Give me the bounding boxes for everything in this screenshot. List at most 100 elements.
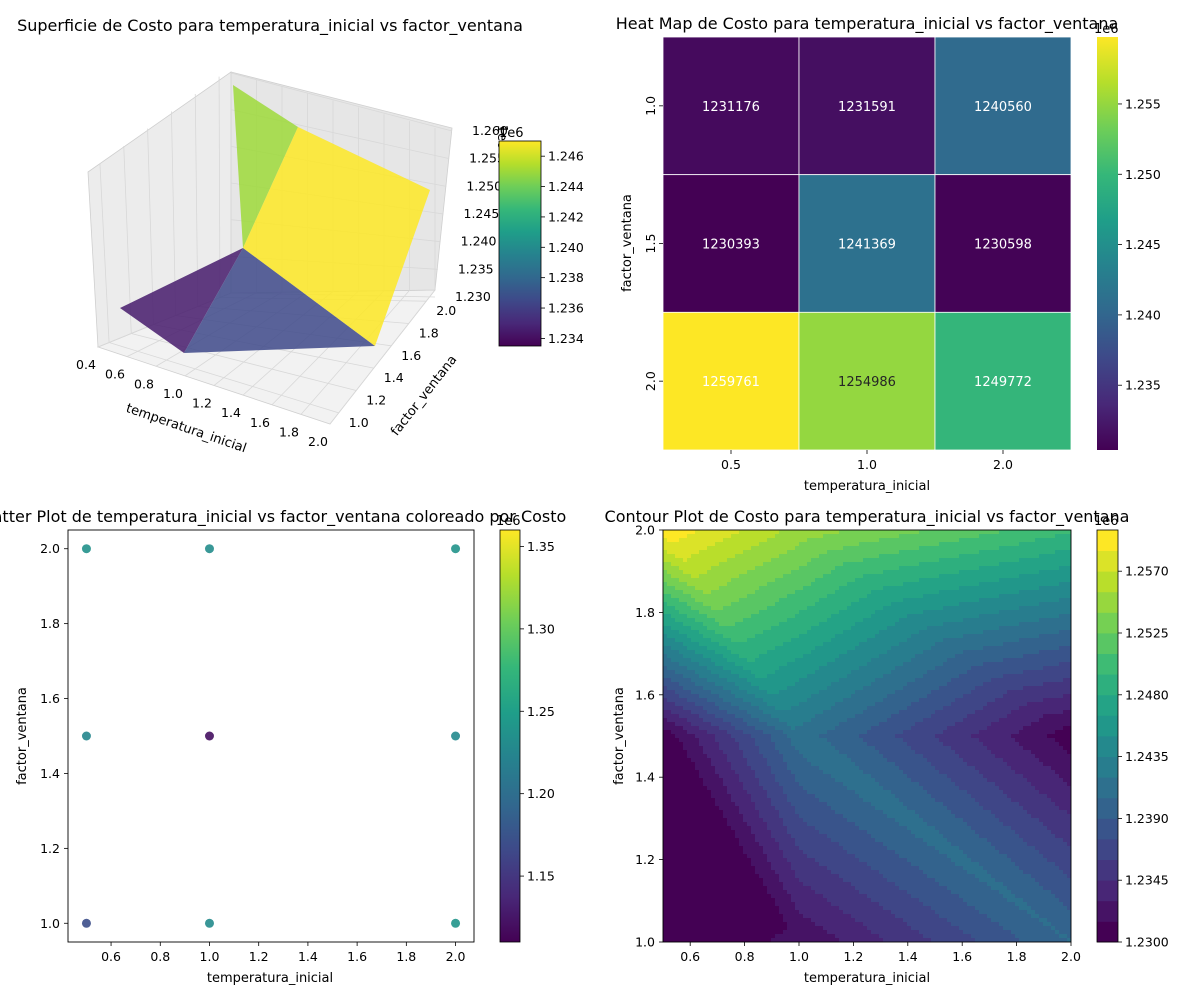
contour-cell [799,578,804,583]
contour-cell [983,626,988,631]
contour-cell [695,566,700,571]
contour-cell [779,606,784,611]
contour-cell [739,650,744,655]
contour-cell [723,674,728,679]
contour-cell [927,714,932,719]
contour-cell [1015,546,1020,551]
contour-cell [911,710,916,715]
contour-cell [831,690,836,695]
contour-cell [1051,698,1056,703]
contour-cell [779,614,784,619]
contour-cell [775,602,780,607]
contour-cell [951,646,956,651]
contour-cell [1011,606,1016,611]
contour-cell [695,606,700,611]
contour-cell [955,710,960,715]
contour-cell [903,606,908,611]
scatter-points [81,544,461,928]
contour-cell [963,570,968,575]
contour-cell [875,570,880,575]
contour-cell [699,638,704,643]
contour-cell [755,578,760,583]
contour-cell [719,598,724,603]
contour-cell [727,614,732,619]
contour-cell [839,714,844,719]
contour-cell [847,606,852,611]
contour-cell [931,666,936,671]
contour-cell [943,594,948,599]
contour-cell [1039,554,1044,559]
contour-cell [991,606,996,611]
contour-cell [847,550,852,555]
contour-cell [931,586,936,591]
contour-cell [947,534,952,539]
contour-cell [999,638,1004,643]
surface-y-tick-label: 2.0 [436,303,456,318]
contour-cell [771,590,776,595]
contour-cell [927,686,932,691]
contour-cell [675,582,680,587]
contour-cell [1003,650,1008,655]
contour-cell [1055,578,1060,583]
contour-cell [923,714,928,719]
contour-cell [735,538,740,543]
surface-y-tick-label: 1.8 [419,326,439,341]
contour-cell [711,574,716,579]
contour-cell [831,686,836,691]
contour-cell [975,634,980,639]
contour-cell [663,614,668,619]
contour-cell [815,622,820,627]
contour-cell [951,650,956,655]
contour-cell [707,542,712,547]
scatter-x-tick-label: 1.4 [298,949,318,964]
contour-cell [939,706,944,711]
contour-cell [847,706,852,711]
contour-cell [1011,654,1016,659]
contour-cell [1035,546,1040,551]
contour-cell [731,682,736,687]
contour-cell [1039,630,1044,635]
contour-cell [1063,706,1068,711]
contour-cell [727,682,732,687]
contour-cell [795,626,800,631]
contour-cell [887,670,892,675]
contour-cell [887,578,892,583]
contour-cell [895,550,900,555]
contour-cell [679,630,684,635]
contour-cell [959,646,964,651]
contour-cell [751,602,756,607]
contour-cell [1007,698,1012,703]
contour-cell [1043,654,1048,659]
contour-cell [899,562,904,567]
contour-cell [679,662,684,667]
contour-cell [891,678,896,683]
contour-cell [803,578,808,583]
contour-cell [871,542,876,547]
contour-cell [975,658,980,663]
contour-cell [999,582,1004,587]
contour-cell [959,658,964,663]
contour-cell [755,586,760,591]
contour-cell [991,622,996,627]
contour-cell [795,582,800,587]
contour-cell [983,702,988,707]
contour-cell [939,674,944,679]
contour-cell [955,618,960,623]
contour-cell [971,702,976,707]
contour-cell [859,638,864,643]
contour-cell [755,574,760,579]
contour-cell [1003,554,1008,559]
contour-cell [951,578,956,583]
contour-cell [1027,554,1032,559]
contour-cell [911,566,916,571]
contour-cell [931,594,936,599]
contour-cell [887,638,892,643]
contour-cell [1003,570,1008,575]
contour-cell [1039,710,1044,715]
contour-cell [827,578,832,583]
contour-cell [971,686,976,691]
heatmap-cell [662,311,800,451]
contour-cell [719,622,724,627]
contour-cell [979,650,984,655]
contour-cell [787,542,792,547]
